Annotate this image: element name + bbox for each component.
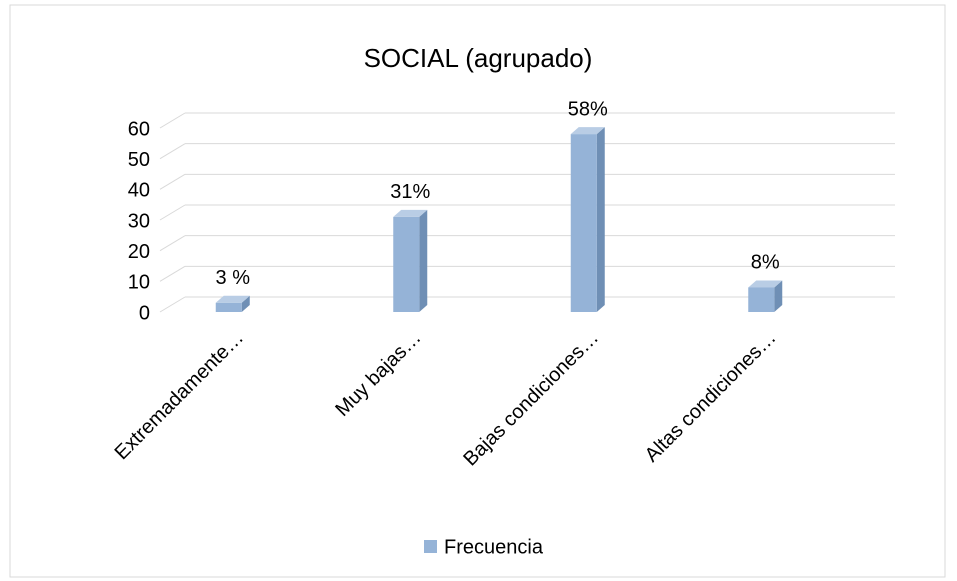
grid-line-side	[159, 265, 186, 282]
bar	[215, 302, 242, 312]
y-tick-label: 0	[139, 302, 150, 324]
legend-label: Frecuencia	[444, 536, 544, 558]
bar-side	[241, 295, 250, 312]
bar	[570, 134, 597, 312]
bar-top	[215, 295, 250, 303]
bar-side	[419, 209, 428, 312]
y-tick-label: 10	[128, 272, 150, 294]
chart-border	[9, 4, 946, 578]
grid-line-side	[159, 143, 186, 160]
bar-top	[748, 280, 783, 288]
bar-side	[596, 127, 605, 312]
data-label: 58%	[568, 98, 608, 120]
grid-line-side	[159, 204, 186, 221]
grid-line-side	[159, 112, 186, 129]
legend-swatch	[424, 540, 437, 553]
y-tick-label: 60	[128, 118, 150, 140]
y-tick-label: 40	[128, 180, 150, 202]
grid-line-side	[159, 173, 186, 190]
y-tick-label: 50	[128, 149, 150, 171]
grid-line-side	[159, 235, 186, 252]
bar-top	[393, 209, 428, 217]
data-label: 3 %	[216, 267, 251, 289]
y-tick-label: 20	[128, 241, 150, 263]
bar	[393, 216, 420, 312]
bar	[748, 287, 775, 312]
data-label: 31%	[390, 181, 430, 203]
grid-line-side	[159, 296, 186, 313]
y-tick-label: 30	[128, 210, 150, 232]
bar-side	[774, 280, 783, 312]
chart-title: SOCIAL (agrupado)	[364, 43, 593, 73]
data-label: 8%	[751, 252, 780, 274]
bar-top	[570, 127, 605, 135]
